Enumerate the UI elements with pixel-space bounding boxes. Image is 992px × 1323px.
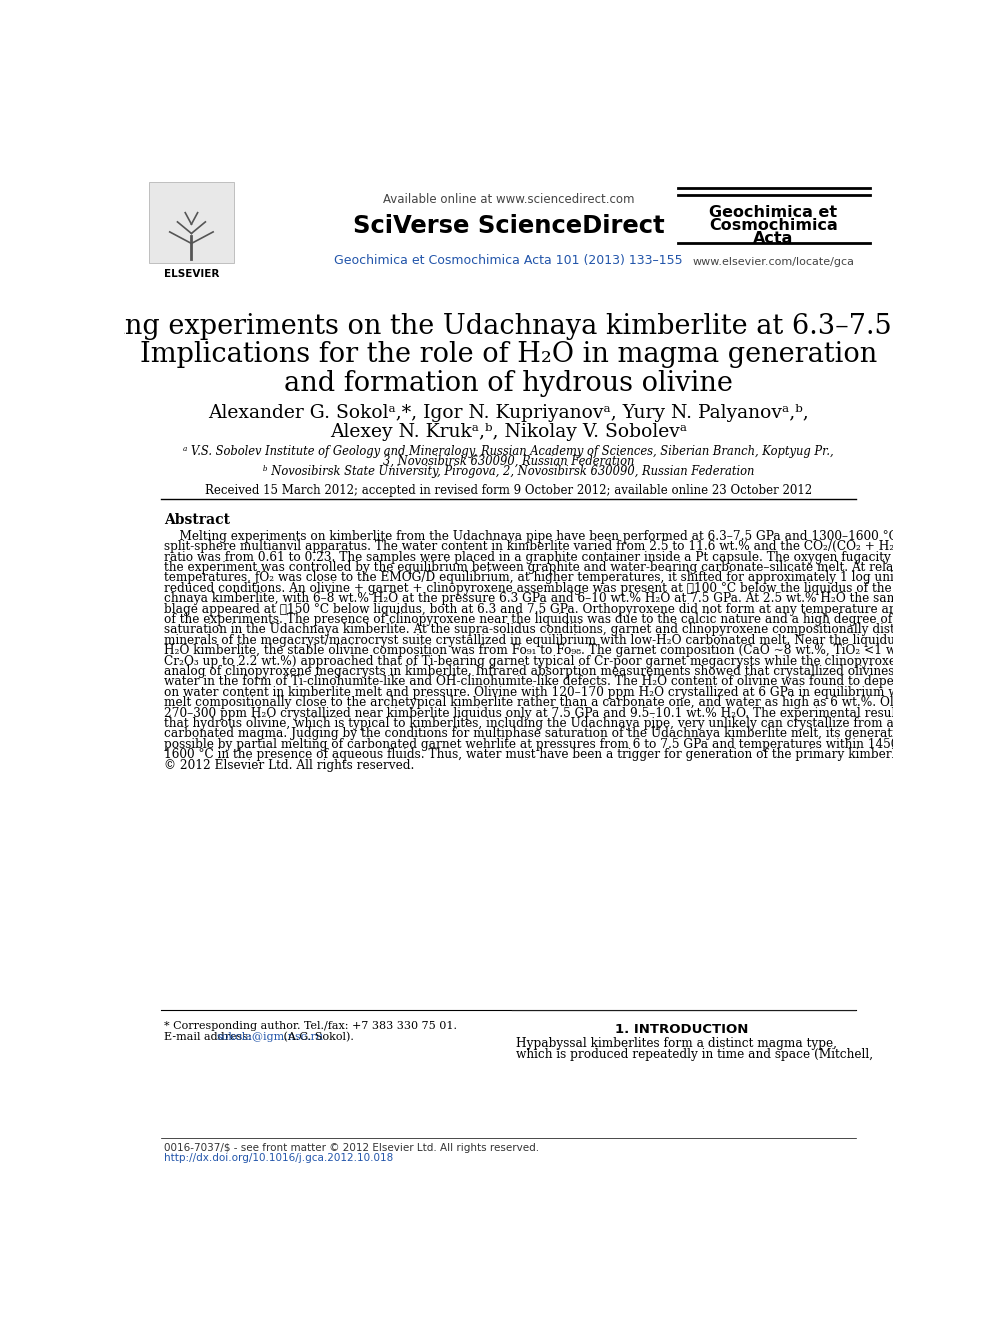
Text: © 2012 Elsevier Ltd. All rights reserved.: © 2012 Elsevier Ltd. All rights reserved… [165, 758, 415, 771]
Text: SciVerse ScienceDirect: SciVerse ScienceDirect [352, 214, 665, 238]
Text: water in the form of Ti-clinohumite-like and OH-clinohumite-like defects. The H₂: water in the form of Ti-clinohumite-like… [165, 676, 954, 688]
Text: 1600 °C in the presence of aqueous fluids. Thus, water must have been a trigger : 1600 °C in the presence of aqueous fluid… [165, 749, 964, 761]
Text: melt compositionally close to the archetypical kimberlite rather than a carbonat: melt compositionally close to the archet… [165, 696, 953, 709]
Text: Hypabyssal kimberlites form a distinct magma type,: Hypabyssal kimberlites form a distinct m… [516, 1037, 837, 1050]
Text: Melting experiments on kimberlite from the Udachnaya pipe have been performed at: Melting experiments on kimberlite from t… [165, 531, 946, 542]
Text: H₂O kimberlite, the stable olivine composition was from Fo₉₁ to Fo₉₈. The garnet: H₂O kimberlite, the stable olivine compo… [165, 644, 943, 658]
Text: Abstract: Abstract [165, 513, 230, 527]
Text: ratio was from 0.61 to 0.23. The samples were placed in a graphite container ins: ratio was from 0.61 to 0.23. The samples… [165, 550, 968, 564]
Text: reduced conditions. An olivine + garnet + clinopyroxene assemblage was present a: reduced conditions. An olivine + garnet … [165, 582, 926, 595]
Text: www.elsevier.com/locate/gca: www.elsevier.com/locate/gca [692, 257, 854, 267]
Text: (A.G. Sokol).: (A.G. Sokol). [280, 1032, 354, 1043]
Text: that hydrous olivine, which is typical to kimberlites, including the Udachnaya p: that hydrous olivine, which is typical t… [165, 717, 951, 730]
Text: blage appeared at ⩾150 °C below liquidus, both at 6.3 and 7.5 GPa. Orthopyroxene: blage appeared at ⩾150 °C below liquidus… [165, 603, 962, 615]
Text: Alexey N. Krukᵃ,ᵇ, Nikolay V. Sobolevᵃ: Alexey N. Krukᵃ,ᵇ, Nikolay V. Sobolevᵃ [329, 423, 687, 441]
Text: Received 15 March 2012; accepted in revised form 9 October 2012; available onlin: Received 15 March 2012; accepted in revi… [204, 484, 812, 496]
Text: 3, Novosibirsk 630090, Russian Federation: 3, Novosibirsk 630090, Russian Federatio… [383, 455, 634, 468]
Text: 270–300 ppm H₂O crystallized near kimberlite liquidus only at 7.5 GPa and 9.5–10: 270–300 ppm H₂O crystallized near kimber… [165, 706, 944, 720]
Bar [149, 181, 234, 263]
Text: and formation of hydrous olivine: and formation of hydrous olivine [284, 369, 733, 397]
Text: sokola@igm.nsc.ru: sokola@igm.nsc.ru [216, 1032, 323, 1043]
Text: ELSEVIER: ELSEVIER [164, 269, 219, 279]
Text: carbonated magma. Judging by the conditions for multiphase saturation of the Uda: carbonated magma. Judging by the conditi… [165, 728, 939, 741]
Text: minerals of the megacryst/macrocryst suite crystallized in equilibrium with low-: minerals of the megacryst/macrocryst sui… [165, 634, 952, 647]
Text: temperatures, ƒO₂ was close to the EMOG/D equilibrium, at higher temperatures, i: temperatures, ƒO₂ was close to the EMOG/… [165, 572, 950, 585]
Text: 0016-7037/$ - see front matter © 2012 Elsevier Ltd. All rights reserved.: 0016-7037/$ - see front matter © 2012 El… [165, 1143, 540, 1152]
Text: * Corresponding author. Tel./fax: +7 383 330 75 01.: * Corresponding author. Tel./fax: +7 383… [165, 1021, 457, 1031]
Text: saturation in the Udachnaya kimberlite. At the supra-solidus conditions, garnet : saturation in the Udachnaya kimberlite. … [165, 623, 951, 636]
Text: split-sphere multianvil apparatus. The water content in kimberlite varied from 2: split-sphere multianvil apparatus. The w… [165, 540, 949, 553]
Text: analog of clinopyroxene megacrysts in kimberlite. Infrared absorption measuremen: analog of clinopyroxene megacrysts in ki… [165, 665, 959, 677]
Text: possible by partial melting of carbonated garnet wehrlite at pressures from 6 to: possible by partial melting of carbonate… [165, 738, 905, 750]
Text: ᵇ Novosibirsk State University, Pirogova, 2, Novosibirsk 630090, Russian Federat: ᵇ Novosibirsk State University, Pirogova… [263, 466, 754, 478]
Text: 1. INTRODUCTION: 1. INTRODUCTION [615, 1024, 749, 1036]
Text: Cr₂O₃ up to 2.2 wt.%) approached that of Ti-bearing garnet typical of Cr-poor ga: Cr₂O₃ up to 2.2 wt.%) approached that of… [165, 655, 958, 668]
Text: the experiment was controlled by the equilibrium between graphite and water-bear: the experiment was controlled by the equ… [165, 561, 952, 574]
Text: ᵃ V.S. Sobolev Institute of Geology and Mineralogy, Russian Academy of Sciences,: ᵃ V.S. Sobolev Institute of Geology and … [184, 446, 833, 458]
Text: Implications for the role of H₂O in magma generation: Implications for the role of H₂O in magm… [140, 341, 877, 368]
Text: Geochimica et: Geochimica et [709, 205, 837, 220]
Text: of the experiments. The presence of clinopyroxene near the liquidus was due to t: of the experiments. The presence of clin… [165, 613, 972, 626]
Text: chnaya kimberlite, with 6–8 wt.% H₂O at the pressure 6.3 GPa and 6–10 wt.% H₂O a: chnaya kimberlite, with 6–8 wt.% H₂O at … [165, 593, 951, 605]
Text: Acta: Acta [753, 232, 794, 246]
Text: E-mail address:: E-mail address: [165, 1032, 256, 1043]
Text: Melting experiments on the Udachnaya kimberlite at 6.3–7.5 GPa:: Melting experiments on the Udachnaya kim… [53, 312, 964, 340]
Text: on water content in kimberlite melt and pressure. Olivine with 120–170 ppm H₂O c: on water content in kimberlite melt and … [165, 685, 938, 699]
Text: Geochimica et Cosmochimica Acta 101 (2013) 133–155: Geochimica et Cosmochimica Acta 101 (201… [334, 254, 682, 267]
Text: http://dx.doi.org/10.1016/j.gca.2012.10.018: http://dx.doi.org/10.1016/j.gca.2012.10.… [165, 1152, 394, 1163]
Text: which is produced repeatedly in time and space (Mitchell,: which is produced repeatedly in time and… [516, 1048, 873, 1061]
Text: Available online at www.sciencedirect.com: Available online at www.sciencedirect.co… [383, 193, 634, 205]
Text: Alexander G. Sokolᵃ,*, Igor N. Kupriyanovᵃ, Yury N. Palyanovᵃ,ᵇ,: Alexander G. Sokolᵃ,*, Igor N. Kupriyano… [208, 404, 808, 422]
Text: Cosmochimica: Cosmochimica [709, 218, 838, 233]
